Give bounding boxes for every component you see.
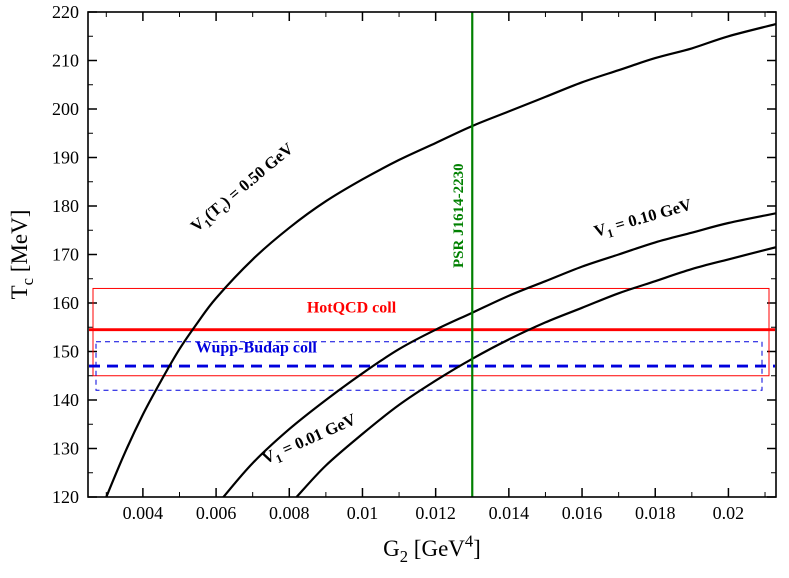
- y-tick-label: 130: [52, 439, 79, 459]
- curve-v1tc-0.50gev: [105, 23, 776, 497]
- x-tick-label: 0.014: [489, 503, 530, 523]
- curve-v1-0.10gev: [222, 212, 776, 497]
- y-tick-label: 140: [52, 390, 79, 410]
- y-tick-label: 210: [52, 51, 79, 71]
- vline-label-psr: PSR J1614-2230: [451, 163, 467, 268]
- band-outline-hotqcd: [92, 287, 770, 377]
- y-tick-label: 200: [52, 99, 79, 119]
- x-tick-label: 0.01: [347, 503, 379, 523]
- y-tick-label: 160: [52, 293, 79, 313]
- y-tick-label: 180: [52, 196, 79, 216]
- x-tick-label: 0.004: [123, 503, 164, 523]
- x-tick-label: 0.012: [415, 503, 456, 523]
- x-tick-label: 0.018: [635, 503, 676, 523]
- y-tick-label: 220: [52, 2, 79, 22]
- x-tick-label: 0.016: [562, 503, 603, 523]
- plot-frame: [87, 11, 777, 498]
- band-label-wupp-budap: Wupp-Budap coll: [196, 339, 318, 356]
- y-tick-label: 170: [52, 245, 79, 265]
- curve-v1-0.01gev: [295, 246, 776, 497]
- band-label-hotqcd: HotQCD coll: [307, 300, 397, 317]
- y-tick-label: 120: [52, 487, 79, 507]
- x-axis-title: G2 [GeV4]: [383, 531, 481, 566]
- x-tick-label: 0.006: [196, 503, 237, 523]
- curves: [105, 23, 776, 497]
- x-tick-label: 0.02: [713, 503, 745, 523]
- y-axis-title: Tc [MeV]: [7, 210, 37, 300]
- x-tick-label: 0.008: [269, 503, 310, 523]
- y-tick-label: 190: [52, 148, 79, 168]
- y-tick-label: 150: [52, 342, 79, 362]
